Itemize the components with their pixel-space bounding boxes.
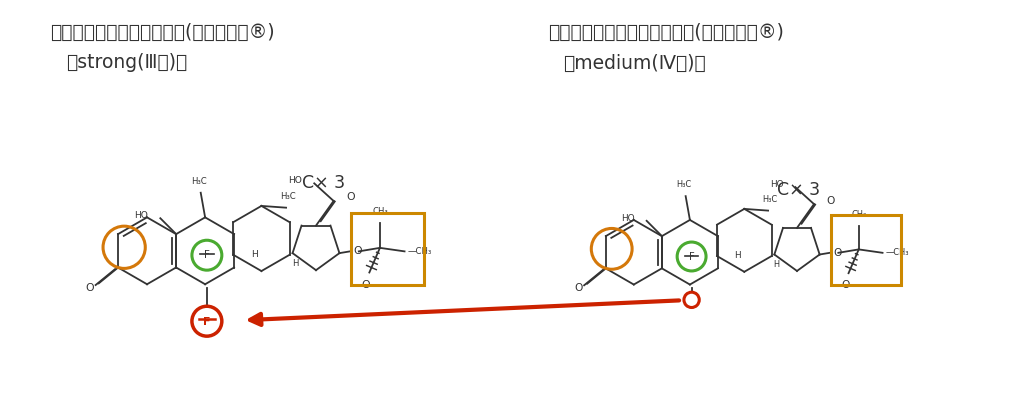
Text: H: H xyxy=(734,251,740,260)
Text: HO: HO xyxy=(288,176,302,185)
Circle shape xyxy=(677,242,707,271)
Circle shape xyxy=(684,292,699,308)
Text: O: O xyxy=(346,192,354,202)
Text: O: O xyxy=(834,248,842,258)
Text: CH₃: CH₃ xyxy=(372,207,388,216)
Text: H: H xyxy=(211,260,217,269)
Text: HO: HO xyxy=(134,211,148,220)
Text: H: H xyxy=(251,250,258,259)
Text: トリアムシノロンアセトニド(レダコート®): トリアムシノロンアセトニド(レダコート®) xyxy=(548,23,784,41)
Text: H: H xyxy=(695,261,701,270)
Circle shape xyxy=(191,306,222,336)
Text: C× 3: C× 3 xyxy=(302,174,345,192)
Text: H: H xyxy=(292,259,298,268)
Text: F: F xyxy=(203,317,211,327)
Text: F: F xyxy=(689,252,694,262)
Text: H: H xyxy=(773,260,779,269)
Text: O: O xyxy=(353,246,362,256)
Text: O: O xyxy=(826,196,835,206)
Text: H₃C: H₃C xyxy=(191,177,207,186)
Text: F: F xyxy=(204,250,210,260)
Text: H₃C: H₃C xyxy=(280,191,296,201)
Text: O: O xyxy=(574,283,583,293)
Text: —CH₃: —CH₃ xyxy=(409,247,432,256)
Text: H₃C: H₃C xyxy=(762,195,777,204)
Text: フルオシノロンアセトニド(フルコート®): フルオシノロンアセトニド(フルコート®) xyxy=(50,23,274,41)
Text: （medium(Ⅳ群)）: （medium(Ⅳ群)） xyxy=(563,54,706,72)
Circle shape xyxy=(191,240,222,270)
Text: —CH₃: —CH₃ xyxy=(886,248,909,257)
Text: （strong(Ⅲ群)）: （strong(Ⅲ群)） xyxy=(66,54,187,72)
Text: CH₃: CH₃ xyxy=(851,210,866,219)
Text: C× 3: C× 3 xyxy=(776,181,820,199)
Text: H₃C: H₃C xyxy=(676,180,691,189)
Text: HO: HO xyxy=(622,214,635,223)
Text: O: O xyxy=(86,283,94,293)
Bar xyxy=(351,213,424,285)
Text: O: O xyxy=(841,280,849,290)
Bar xyxy=(830,215,901,285)
FancyArrowPatch shape xyxy=(250,301,679,325)
Text: O: O xyxy=(361,280,370,290)
Text: HO: HO xyxy=(770,180,783,189)
